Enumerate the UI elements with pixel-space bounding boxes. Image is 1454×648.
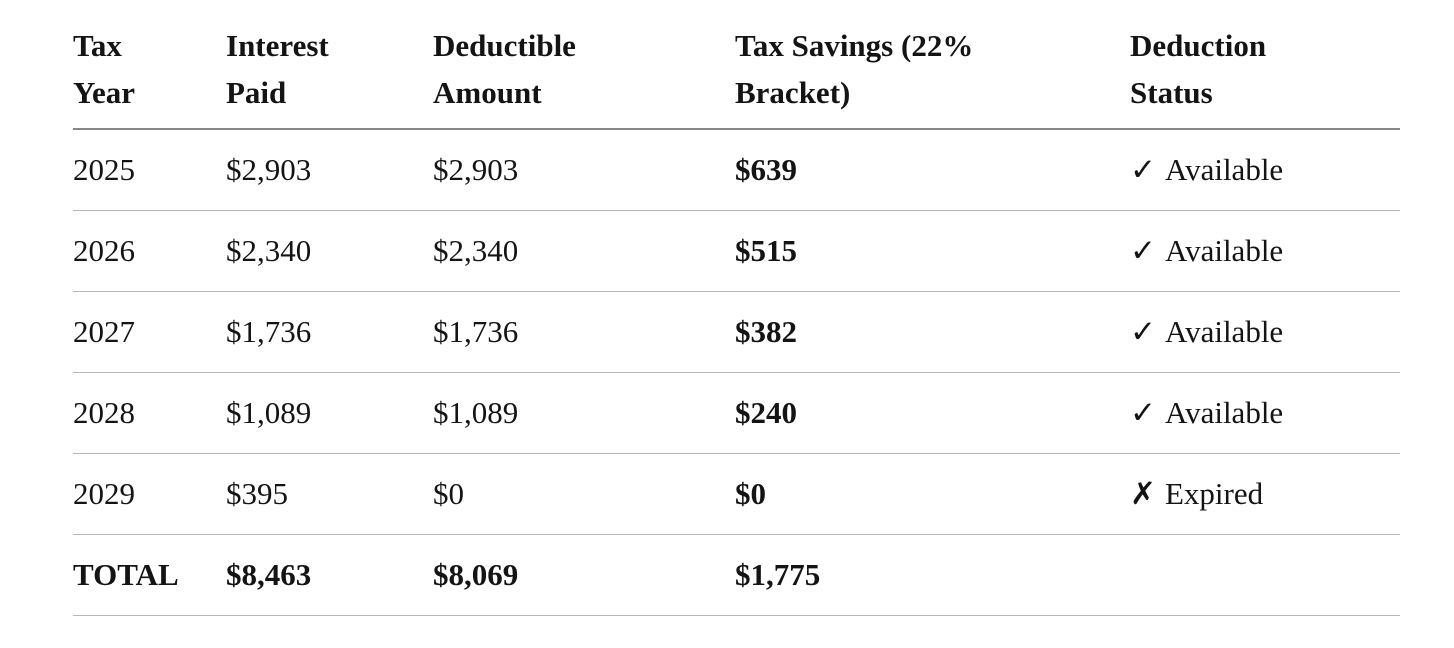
header-line: Deductible xyxy=(433,28,576,63)
table-row-2028: 2028 $1,089 $1,089 $240 ✓ Available xyxy=(73,372,1400,454)
cell-deductible-amount: $2,340 xyxy=(433,210,735,292)
cell-total-status xyxy=(1130,534,1400,616)
table-row-2026: 2026 $2,340 $2,340 $515 ✓ Available xyxy=(73,210,1400,292)
header-line: Paid xyxy=(226,75,287,110)
cell-tax-year: 2026 xyxy=(73,210,226,292)
cell-tax-savings: $639 xyxy=(735,129,1130,211)
cell-deductible-amount: $1,089 xyxy=(433,372,735,454)
cell-interest-paid: $2,903 xyxy=(226,129,433,211)
header-line: Amount xyxy=(433,75,542,110)
cell-deduction-status: ✓ Available xyxy=(1130,210,1400,292)
table-row-2025: 2025 $2,903 $2,903 $639 ✓ Available xyxy=(73,129,1400,211)
check-icon: ✓ xyxy=(1130,233,1156,268)
header-line: Tax xyxy=(73,28,122,63)
cell-tax-year: 2025 xyxy=(73,129,226,211)
cell-tax-savings: $382 xyxy=(735,291,1130,373)
header-line: Interest xyxy=(226,28,329,63)
cell-deduction-status: ✗ Expired xyxy=(1130,453,1400,535)
col-header-deduction-status: Deduction Status xyxy=(1130,0,1400,130)
cross-icon: ✗ xyxy=(1130,476,1156,511)
table-row-2029: 2029 $395 $0 $0 ✗ Expired xyxy=(73,453,1400,535)
check-icon: ✓ xyxy=(1130,314,1156,349)
header-line: Year xyxy=(73,75,135,110)
header-row: Tax Year Interest Paid Deductible Amount… xyxy=(73,0,1400,130)
cell-interest-paid: $1,089 xyxy=(226,372,433,454)
col-header-tax-savings: Tax Savings (22% Bracket) xyxy=(735,0,1130,130)
header-line: Tax Savings (22% xyxy=(735,28,974,63)
status-label: Available xyxy=(1164,152,1284,187)
cell-interest-paid: $1,736 xyxy=(226,291,433,373)
status-label: Available xyxy=(1164,233,1284,268)
cell-deduction-status: ✓ Available xyxy=(1130,129,1400,211)
cell-tax-savings: $240 xyxy=(735,372,1130,454)
cell-tax-year: 2029 xyxy=(73,453,226,535)
cell-tax-year: 2027 xyxy=(73,291,226,373)
cell-tax-savings: $515 xyxy=(735,210,1130,292)
header-line: Status xyxy=(1130,75,1213,110)
status-label: Available xyxy=(1164,395,1284,430)
cell-deduction-status: ✓ Available xyxy=(1130,291,1400,373)
cell-interest-paid: $2,340 xyxy=(226,210,433,292)
cell-tax-year: 2028 xyxy=(73,372,226,454)
col-header-interest-paid: Interest Paid xyxy=(226,0,433,130)
status-label: Expired xyxy=(1164,476,1264,511)
status-label: Available xyxy=(1164,314,1284,349)
cell-total-deductible-amount: $8,069 xyxy=(433,534,735,616)
cell-deduction-status: ✓ Available xyxy=(1130,372,1400,454)
check-icon: ✓ xyxy=(1130,395,1156,430)
cell-interest-paid: $395 xyxy=(226,453,433,535)
cell-total-label: TOTAL xyxy=(73,534,226,616)
cell-deductible-amount: $2,903 xyxy=(433,129,735,211)
tax-deduction-table: Tax Year Interest Paid Deductible Amount… xyxy=(73,0,1400,616)
header-line: Deduction xyxy=(1130,28,1267,63)
col-header-tax-year: Tax Year xyxy=(73,0,226,130)
cell-total-interest-paid: $8,463 xyxy=(226,534,433,616)
cell-tax-savings: $0 xyxy=(735,453,1130,535)
cell-deductible-amount: $1,736 xyxy=(433,291,735,373)
cell-deductible-amount: $0 xyxy=(433,453,735,535)
check-icon: ✓ xyxy=(1130,152,1156,187)
total-row: TOTAL $8,463 $8,069 $1,775 xyxy=(73,534,1400,616)
col-header-deductible-amount: Deductible Amount xyxy=(433,0,735,130)
header-line: Bracket) xyxy=(735,75,851,110)
cell-total-tax-savings: $1,775 xyxy=(735,534,1130,616)
table-row-2027: 2027 $1,736 $1,736 $382 ✓ Available xyxy=(73,291,1400,373)
